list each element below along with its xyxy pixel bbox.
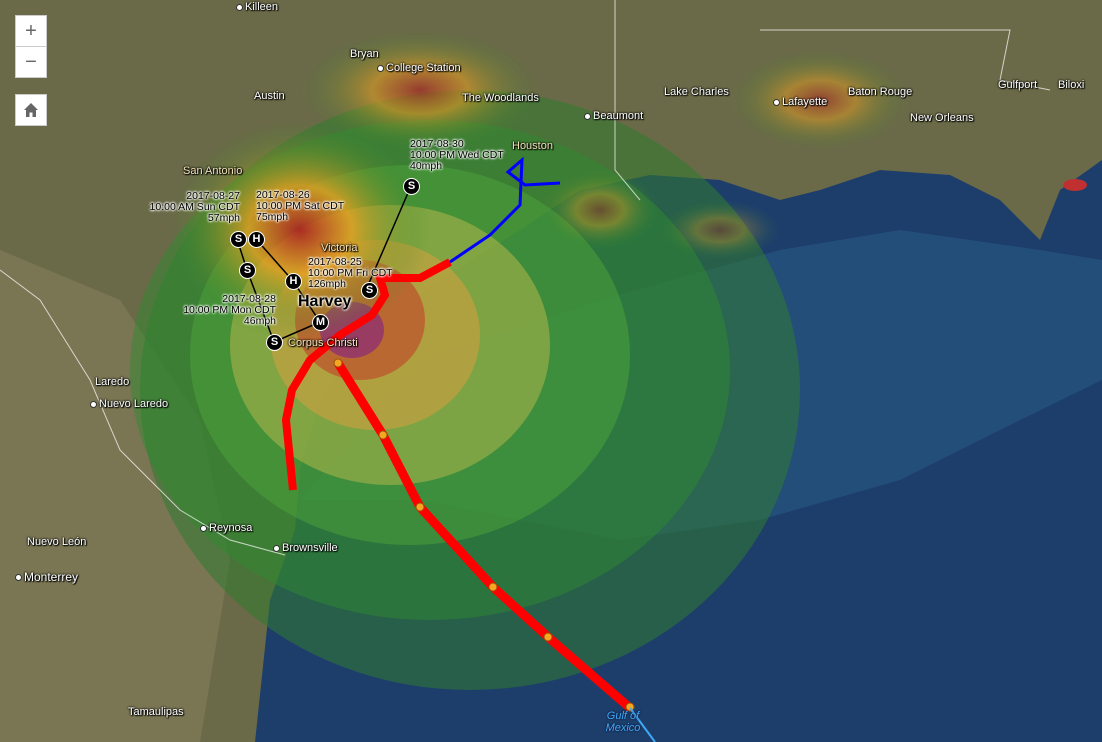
city-label: Lafayette — [773, 96, 827, 108]
city-label: Baton Rouge — [848, 86, 913, 98]
storm-marker[interactable]: S — [361, 282, 378, 299]
track-label: 2017-08-30 10:00 PM Wed CDT 40mph — [410, 138, 504, 172]
home-icon — [16, 95, 46, 125]
home-button[interactable] — [15, 94, 47, 126]
observed-track — [281, 258, 452, 491]
city-label: Lake Charles — [664, 86, 729, 98]
city-label: Bryan — [350, 48, 379, 60]
city-label: Killeen — [236, 1, 278, 13]
city-label: San Antonio — [183, 165, 243, 177]
storm-name-label: Harvey — [298, 293, 352, 310]
city-label: Monterrey — [15, 571, 78, 583]
city-label: Nuevo Laredo — [90, 398, 168, 410]
city-label: Beaumont — [584, 110, 643, 122]
city-label: Austin — [254, 90, 285, 102]
city-label: Nuevo León — [27, 536, 87, 548]
zoom-control: + − — [15, 15, 47, 78]
water-label: Gulf of Mexico — [605, 710, 641, 734]
city-label: Victoria — [321, 242, 358, 254]
borders — [0, 0, 1051, 556]
forecast-track-cone-line — [629, 707, 656, 742]
city-label: New Orleans — [910, 112, 974, 124]
city-label: Gulfport — [998, 79, 1038, 91]
track-label: 2017-08-27 10:00 AM Sun CDT 57mph — [149, 190, 240, 224]
city-label: Reynosa — [200, 522, 252, 534]
storm-marker[interactable]: S — [230, 231, 247, 248]
city-label: The Woodlands — [462, 92, 539, 104]
city-label: Houston — [512, 140, 553, 152]
forecast-track — [334, 360, 633, 712]
post-track — [449, 156, 561, 264]
zoom-out-button[interactable]: − — [16, 46, 46, 77]
forecast-point — [415, 502, 425, 512]
city-label: Brownsville — [273, 542, 338, 554]
storm-marker[interactable]: S — [239, 262, 256, 279]
track-label: 2017-08-26 10:00 PM Sat CDT 75mph — [256, 189, 345, 223]
forecast-point — [543, 632, 553, 642]
city-label: College Station — [377, 62, 461, 74]
forecast-point — [488, 582, 498, 592]
storm-marker[interactable]: H — [248, 231, 265, 248]
forecast-point — [333, 358, 343, 368]
radar-rain — [170, 30, 1087, 340]
land-texture — [0, 250, 230, 742]
city-label: Corpus Christi — [288, 337, 358, 349]
storm-marker[interactable]: H — [285, 273, 302, 290]
region-label: Tamaulipas — [128, 706, 184, 718]
track-label: 2017-08-25 10:00 PM Fri CDT 126mph — [308, 256, 393, 290]
forecast-points — [333, 358, 635, 712]
city-label: Laredo — [95, 376, 130, 388]
forecast-point — [378, 430, 388, 440]
forecast-point — [625, 702, 635, 712]
storm-marker[interactable]: S — [266, 334, 283, 351]
city-label: Biloxi — [1058, 79, 1085, 91]
zoom-in-button[interactable]: + — [25, 20, 37, 42]
storm-marker[interactable]: M — [312, 314, 329, 331]
track-label: 2017-08-28 10:00 PM Mon CDT 46mph — [183, 293, 276, 327]
storm-marker[interactable]: S — [403, 178, 420, 195]
